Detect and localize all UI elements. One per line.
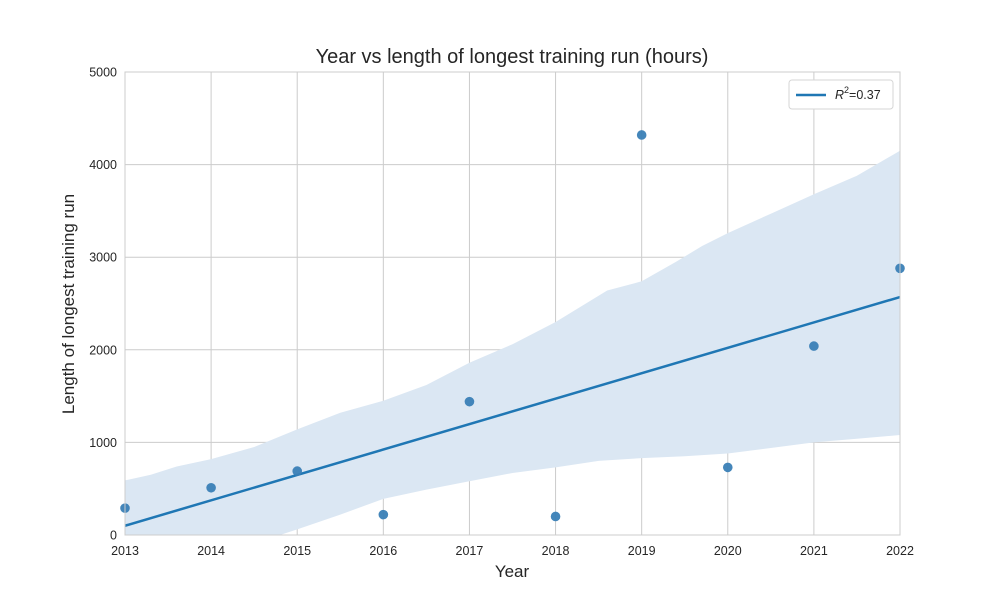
legend-label-superscript: 2 [844,85,849,95]
y-tick-label: 3000 [89,251,117,265]
data-point [292,466,303,476]
data-point [206,482,216,493]
y-tick-labels: 0 1000 2000 3000 4000 5000 [89,66,117,543]
x-tick-label: 2020 [714,544,742,558]
x-tick-label: 2016 [369,544,397,558]
data-point [550,511,561,522]
x-tick-label: 2019 [628,544,656,558]
x-tick-label: 2014 [197,544,225,558]
x-tick-label: 2018 [542,544,570,558]
x-tick-label: 2021 [800,544,828,558]
data-points [120,130,905,522]
legend-label: R2=0.37 [835,85,881,102]
plot-frame [124,71,901,536]
data-point [636,130,647,140]
chart-title: Year vs length of longest training run (… [316,46,709,68]
y-tick-label: 0 [110,529,117,543]
legend-box [788,79,894,110]
y-tick-label: 5000 [89,66,117,80]
y-tick-label: 1000 [89,436,117,450]
y-axis-label: Length of longest training run [59,194,78,414]
x-tick-label: 2017 [456,544,484,558]
y-tick-label: 4000 [89,158,117,172]
x-tick-labels: 2013 2014 2015 2016 2017 2018 2019 2020 2021 2022 [111,544,914,558]
confidence-band [125,150,900,535]
data-point [722,462,733,473]
x-tick-label: 2015 [283,544,311,558]
x-tick-label: 2022 [886,544,914,558]
legend: R2=0.37 [788,79,894,110]
y-tick-label: 2000 [89,343,117,357]
x-axis-label: Year [495,562,530,581]
data-point [378,509,389,520]
regression-line [125,295,900,527]
x-tick-label: 2013 [111,544,139,558]
data-point [464,396,475,407]
data-point [809,341,819,351]
legend-label-value: =0.37 [849,88,881,102]
legend-label-r: R [835,88,844,102]
